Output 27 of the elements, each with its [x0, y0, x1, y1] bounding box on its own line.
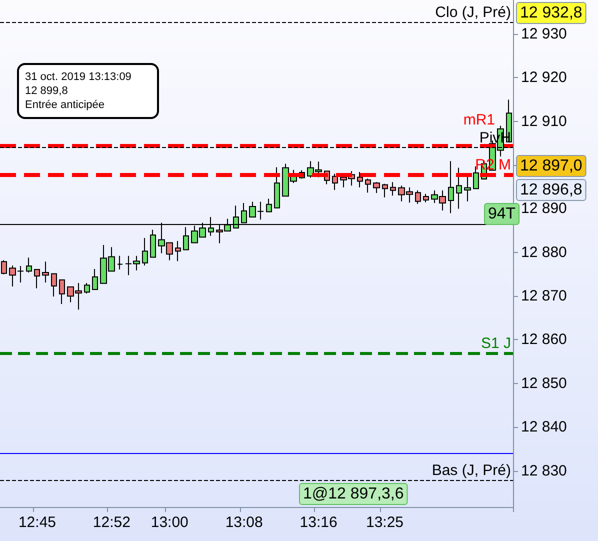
- ref-line-label: Bas (J, Pré): [432, 462, 511, 479]
- y-tick-label: 12 860: [521, 331, 567, 348]
- y-tick-label: 12 920: [521, 69, 567, 86]
- text: 12 896,8: [520, 182, 582, 198]
- y-tick-label: 12 840: [521, 418, 567, 436]
- text: 12 932,8: [520, 4, 582, 22]
- y-tick-label: 12 890: [521, 200, 567, 218]
- y-tick-label: 12 870: [521, 288, 567, 305]
- y-tick-label: 12 850: [521, 374, 567, 392]
- ref-line-label: S1 J: [480, 334, 511, 352]
- callout-box: 31 oct. 2019 13:13:09 12 899,8 Entrée anticipée: [17, 63, 159, 119]
- x-tick-label: 12:52: [92, 514, 130, 531]
- annotation: 1@12 897,3,6: [303, 486, 404, 502]
- y-tick-label: 12 830: [521, 462, 567, 480]
- text: 12 897,0: [520, 158, 582, 174]
- x-tick-label: 13:08: [225, 514, 263, 531]
- y-tick-label: 12 930: [521, 26, 567, 43]
- annotation: 94T: [488, 206, 516, 222]
- ref-line-label: mR1: [463, 111, 495, 128]
- ref-line-label: R2 M: [475, 156, 511, 174]
- ref-line-label: Clo (J, Pré): [435, 4, 512, 21]
- y-tick-label: 12 880: [521, 244, 567, 261]
- y-tick-label: 12 910: [521, 112, 567, 130]
- x-tick-label: 13:00: [150, 514, 188, 531]
- x-tick-label: 13:25: [366, 514, 404, 531]
- x-tick-label: 12:45: [18, 514, 56, 531]
- x-tick-label: 13:16: [300, 514, 338, 531]
